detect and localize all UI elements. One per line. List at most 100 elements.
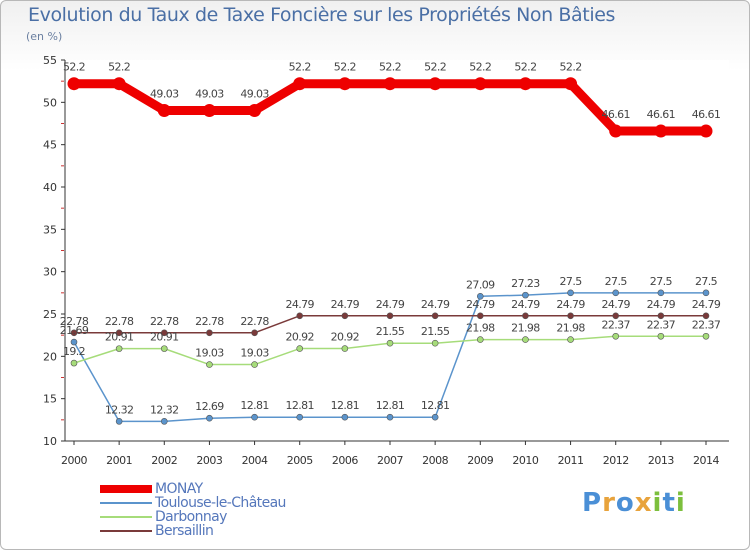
data-point: [206, 361, 213, 368]
data-point: [567, 289, 574, 297]
data-label: 22.37: [647, 318, 676, 331]
data-point: [612, 289, 620, 297]
data-label: 22.78: [240, 315, 269, 328]
legend-label-monay: MONAY: [155, 481, 203, 497]
data-point: [476, 336, 484, 343]
data-label: 19.03: [240, 347, 269, 360]
data-label: 27.5: [650, 275, 673, 288]
y-tick-label: 35: [43, 223, 57, 236]
data-label: 27.5: [695, 275, 718, 288]
data-point: [70, 338, 78, 346]
data-point: [431, 339, 439, 347]
x-tick-label: 2008: [422, 454, 448, 467]
data-point: [657, 332, 665, 340]
x-tick-label: 2002: [151, 454, 177, 467]
data-point: [518, 77, 532, 91]
data-point: [338, 77, 352, 91]
x-tick-label: 2007: [377, 454, 403, 467]
data-point: [657, 312, 665, 320]
data-point: [654, 124, 668, 138]
x-tick-label: 2004: [242, 454, 268, 467]
x-tick-label: 2005: [287, 454, 313, 467]
data-point: [251, 413, 258, 421]
data-label: 52.2: [379, 61, 401, 74]
data-point: [341, 345, 349, 352]
data-point: [612, 332, 620, 340]
data-point: [202, 104, 216, 118]
x-tick-label: 2014: [693, 454, 719, 467]
y-tick-label: 55: [43, 54, 57, 67]
data-label: 22.37: [692, 318, 721, 331]
data-point: [251, 361, 258, 368]
data-label: 21.98: [466, 322, 495, 335]
brand-logo: Proxiti: [582, 488, 686, 518]
brand-logo-text: Proxiti: [582, 488, 686, 518]
legend-label-bersaillin: Bersaillin: [155, 523, 214, 539]
data-label: 52.2: [63, 61, 85, 74]
data-point: [296, 413, 304, 421]
y-tick-label: 25: [43, 308, 57, 321]
data-point: [564, 77, 578, 91]
data-point: [157, 104, 171, 118]
y-tick-label: 30: [43, 266, 57, 279]
data-label: 46.61: [692, 108, 721, 121]
legend-label-toulouse: Toulouse-le-Château: [155, 495, 286, 511]
data-point: [112, 77, 126, 91]
data-label: 21.55: [376, 325, 405, 338]
data-point: [476, 293, 484, 300]
data-label: 12.81: [240, 399, 269, 412]
data-point: [160, 345, 168, 352]
data-label: 12.69: [195, 400, 224, 413]
data-point: [522, 336, 529, 343]
data-point: [428, 77, 442, 91]
y-tick-label: 45: [43, 139, 57, 152]
data-label: 24.79: [376, 298, 405, 311]
data-point: [386, 312, 394, 320]
data-point: [115, 329, 123, 337]
y-tick-label: 15: [43, 393, 57, 406]
data-label: 46.61: [647, 108, 676, 121]
data-label: 20.91: [150, 331, 179, 344]
data-label: 22.37: [601, 318, 630, 331]
data-point: [160, 329, 168, 337]
legend-swatch-bersaillin: [100, 530, 152, 532]
x-tick-label: 2003: [196, 454, 222, 467]
y-tick-label: 40: [43, 181, 57, 194]
data-label: 12.32: [150, 403, 179, 416]
x-tick-label: 2001: [106, 454, 132, 467]
data-label: 27.5: [560, 275, 583, 288]
x-tick-label: 2012: [603, 454, 629, 467]
data-point: [609, 124, 623, 138]
data-label: 12.81: [376, 399, 405, 412]
data-label: 24.79: [692, 298, 721, 311]
data-point: [612, 312, 620, 320]
data-label: 22.78: [60, 315, 89, 328]
x-tick-label: 2000: [61, 454, 87, 467]
x-tick-label: 2006: [332, 454, 358, 467]
data-point: [251, 329, 258, 337]
data-point: [67, 77, 81, 91]
data-label: 12.81: [285, 399, 314, 412]
data-point: [296, 312, 304, 320]
data-point: [115, 418, 123, 425]
data-label: 22.78: [150, 315, 179, 328]
data-label: 24.79: [511, 298, 540, 311]
data-label: 21.98: [511, 322, 540, 335]
data-point: [341, 312, 349, 320]
data-label: 52.2: [424, 61, 446, 74]
data-label: 22.78: [195, 315, 224, 328]
data-label: 12.81: [421, 399, 450, 412]
data-label: 12.81: [331, 399, 360, 412]
data-label: 27.09: [466, 278, 495, 291]
data-point: [699, 124, 713, 138]
data-label: 24.79: [647, 298, 676, 311]
data-point: [206, 329, 213, 337]
data-point: [70, 329, 78, 337]
data-point: [567, 312, 574, 320]
data-label: 24.79: [285, 298, 314, 311]
data-point: [522, 291, 529, 299]
data-point: [341, 413, 349, 421]
data-label: 52.2: [514, 61, 536, 74]
data-label: 24.79: [466, 298, 495, 311]
data-label: 19.2: [63, 345, 85, 358]
